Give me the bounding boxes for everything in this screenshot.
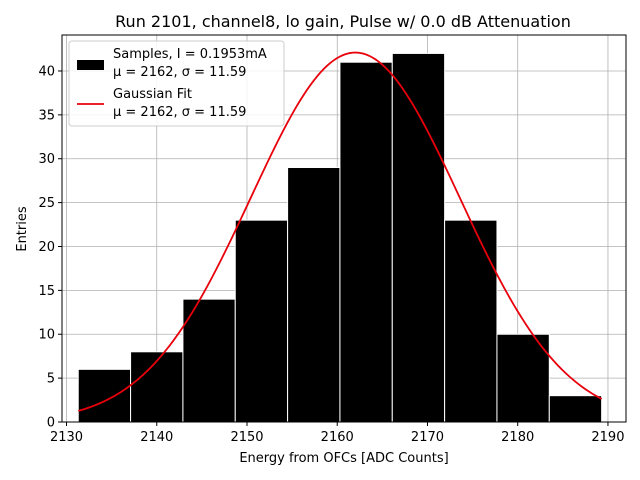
chart-title: Run 2101, channel8, lo gain, Pulse w/ 0.… [115, 12, 571, 31]
y-tick-label: 15 [38, 284, 55, 299]
legend-label-fit: Gaussian Fit [113, 87, 192, 102]
y-tick-label: 25 [38, 196, 55, 211]
legend-stats-fit: μ = 2162, σ = 11.59 [113, 105, 246, 120]
histogram-bar [391, 52, 446, 423]
plot-frame [61, 34, 627, 423]
y-tick-label: 10 [38, 328, 55, 343]
legend-box [68, 40, 285, 127]
x-axis-ticks: 2130 2140 2150 2160 2170 2180 2190 [50, 422, 624, 445]
x-tick-label: 2160 [321, 430, 354, 445]
legend-stats-samples: μ = 2162, σ = 11.59 [113, 65, 246, 80]
histogram-bar [339, 61, 393, 423]
y-tick-label: 30 [38, 152, 55, 167]
y-tick-label: 5 [47, 372, 55, 387]
histogram-bar [444, 219, 498, 423]
histogram-bar [77, 368, 132, 423]
histogram-bar [287, 167, 341, 423]
y-axis-title: Entries [15, 206, 30, 252]
legend-swatch-samples [77, 60, 104, 70]
y-tick-label: 20 [38, 240, 55, 255]
histogram-bar [234, 219, 289, 423]
legend: Samples, I = 0.1953mA μ = 2162, σ = 11.5… [68, 40, 285, 127]
x-tick-label: 2150 [230, 430, 263, 445]
y-tick-label: 35 [38, 108, 55, 123]
x-tick-label: 2140 [140, 430, 173, 445]
y-axis-ticks: 0 5 10 15 20 25 30 35 40 [38, 64, 62, 431]
x-tick-label: 2170 [411, 430, 444, 445]
x-tick-label: 2130 [50, 430, 83, 445]
x-axis-title: Energy from OFCs [ADC Counts] [239, 451, 448, 466]
y-tick-label: 0 [47, 416, 55, 431]
legend-label-samples: Samples, I = 0.1953mA [113, 47, 267, 62]
y-tick-label: 40 [38, 64, 55, 79]
gaussian-fit-line [77, 51, 603, 412]
histogram-bars [77, 52, 603, 423]
gaussian-fit-layer [77, 51, 603, 412]
histogram-bar [548, 395, 603, 423]
x-tick-label: 2180 [501, 430, 534, 445]
x-tick-label: 2190 [591, 430, 624, 445]
histogram-bar [496, 333, 550, 423]
histogram-bar [182, 298, 236, 423]
